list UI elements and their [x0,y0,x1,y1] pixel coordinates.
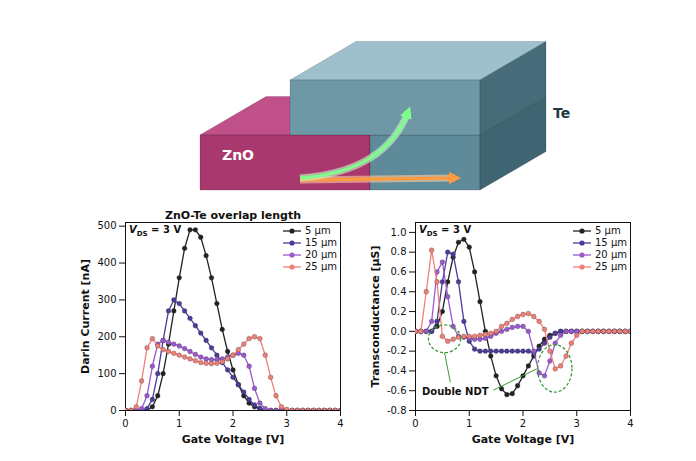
svg-text:ZnO-Te overlap length: ZnO-Te overlap length [165,209,301,222]
svg-text:0.0: 0.0 [391,326,407,337]
svg-text:Te: Te [553,105,570,121]
svg-text:0: 0 [412,418,418,429]
html-text:VDS= 3 V: VDS= 3 V [129,224,182,238]
svg-text:3: 3 [574,418,580,429]
html-text:VDS= 3 V: VDS= 3 V [419,224,472,238]
svg-text:2: 2 [520,418,526,429]
svg-text:100: 100 [97,368,116,379]
svg-text:1: 1 [176,418,182,429]
svg-text:-0.6: -0.6 [387,385,407,396]
html-text:25 µm: 25 µm [305,261,337,272]
svg-text:1.0: 1.0 [391,227,407,238]
svg-text:300: 300 [97,294,116,305]
svg-text:-0.8: -0.8 [387,405,407,416]
svg-text:4: 4 [627,418,633,429]
svg-text:2: 2 [230,418,236,429]
svg-text:Gate Voltage [V]: Gate Voltage [V] [182,433,285,446]
svg-text:0: 0 [122,418,128,429]
svg-text:0.4: 0.4 [391,286,407,297]
html-text:15 µm: 15 µm [595,237,627,248]
svg-text:400: 400 [97,257,116,268]
svg-text:0.8: 0.8 [391,246,407,257]
svg-text:Double NDT: Double NDT [422,386,489,397]
svg-text:0.6: 0.6 [391,266,407,277]
html-text:20 µm: 20 µm [305,249,337,260]
svg-text:-0.2: -0.2 [387,345,407,356]
svg-text:1: 1 [466,418,472,429]
svg-text:Darin Current [nA]: Darin Current [nA] [79,259,92,374]
svg-text:Gate Voltage [V]: Gate Voltage [V] [472,433,575,446]
svg-text:0.2: 0.2 [391,306,407,317]
svg-text:200: 200 [97,331,116,342]
svg-text:0: 0 [110,405,116,416]
svg-text:Transconductance [µS]: Transconductance [µS] [369,245,382,387]
svg-text:500: 500 [97,220,116,231]
svg-text:4: 4 [337,418,343,429]
svg-text:3: 3 [284,418,290,429]
html-text:15 µm: 15 µm [305,237,337,248]
html-text:25 µm: 25 µm [595,261,627,272]
svg-text:ZnO: ZnO [222,147,254,163]
html-text:5 µm: 5 µm [305,225,331,236]
html-text:20 µm: 20 µm [595,249,627,260]
svg-text:-0.4: -0.4 [387,365,407,376]
html-text:5 µm: 5 µm [595,225,621,236]
